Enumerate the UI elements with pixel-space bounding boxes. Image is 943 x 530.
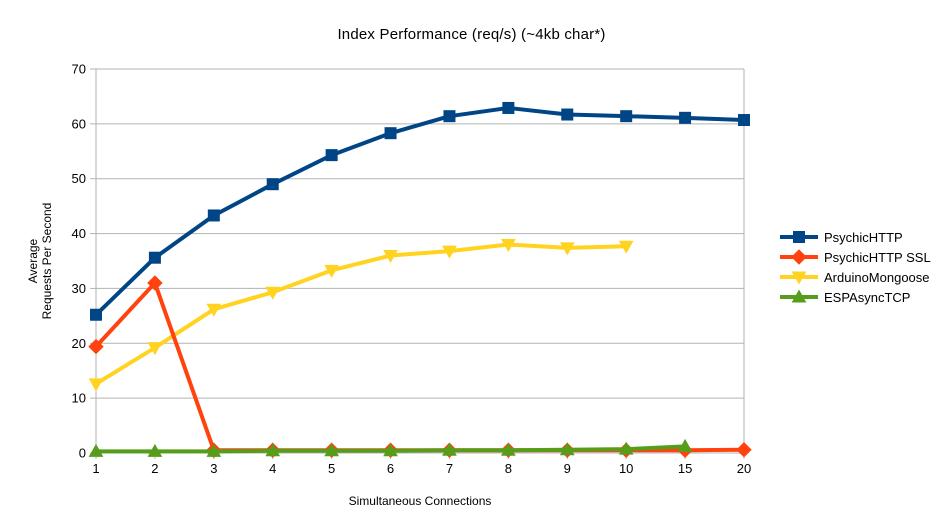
x-tick-label: 3 — [210, 461, 217, 476]
marker-square-psychichttp — [90, 308, 102, 321]
legend-key-diamond-icon — [780, 249, 818, 265]
x-tick-label: 9 — [564, 461, 571, 476]
legend-item-arduinomongoose: ArduinoMongoose — [779, 267, 931, 287]
marker-triangle-down-arduinomongoose — [383, 250, 398, 264]
marker-diamond-psychichttp-ssl — [736, 442, 752, 458]
marker-triangle-up-espasynctcp — [618, 441, 634, 455]
legend-marker-triangle-up — [791, 289, 807, 303]
legend-label: PsychicHTTP — [824, 229, 903, 245]
series-line-arduinomongoose — [94, 242, 629, 386]
marker-triangle-up-espasynctcp — [324, 443, 339, 457]
marker-triangle-up-espasynctcp — [559, 442, 575, 456]
legend-key-square-icon — [780, 231, 818, 243]
y-tick-label: 40 — [72, 226, 86, 241]
series-line-psychichttp — [94, 105, 746, 317]
series-line-psychichttp-ssl — [94, 280, 746, 453]
marker-triangle-up-espasynctcp — [677, 438, 693, 452]
marker-triangle-down-arduinomongoose — [501, 239, 516, 253]
marker-triangle-down-arduinomongoose — [442, 245, 457, 259]
y-tick-label: 0 — [79, 446, 86, 461]
chart-title: Index Performance (req/s) (~4kb char*) — [337, 26, 606, 43]
x-tick-label: 5 — [328, 461, 335, 476]
y-tick-label: 20 — [72, 336, 86, 351]
legend-label: ESPAsyncTCP — [824, 289, 911, 305]
marker-square-psychichttp — [384, 127, 397, 140]
x-tick-label: 20 — [737, 461, 751, 476]
marker-triangle-down-arduinomongoose — [618, 240, 634, 254]
marker-square-psychichttp — [620, 110, 633, 123]
x-tick-label: 10 — [619, 461, 633, 476]
x-tick-label: 4 — [269, 461, 276, 476]
marker-diamond-psychichttp-ssl — [88, 338, 104, 355]
marker-triangle-down-arduinomongoose — [265, 286, 281, 300]
legend-item-psychichttp-ssl: PsychicHTTP SSL — [779, 247, 931, 267]
marker-triangle-up-espasynctcp — [206, 443, 222, 457]
y-tick-label: 70 — [72, 62, 86, 77]
legend-item-espasynctcp: ESPAsyncTCP — [779, 287, 931, 307]
legend-marker-square — [793, 231, 805, 243]
marker-triangle-down-arduinomongoose — [206, 303, 222, 317]
marker-square-psychichttp — [266, 178, 279, 191]
marker-triangle-down-arduinomongoose — [324, 264, 339, 278]
y-tick-label: 60 — [72, 116, 86, 131]
legend-key-triangle-up-icon — [780, 289, 818, 303]
marker-square-psychichttp — [679, 111, 692, 124]
legend-marker-diamond — [791, 249, 807, 265]
y-tick-label: 30 — [72, 281, 86, 296]
x-axis-title: Simultaneous Connections — [348, 494, 492, 508]
x-tick-label: 7 — [446, 461, 453, 476]
x-tick-label: 1 — [92, 461, 99, 476]
marker-square-psychichttp — [443, 110, 456, 123]
marker-triangle-down-arduinomongoose — [88, 378, 104, 392]
marker-square-psychichttp — [502, 101, 515, 114]
marker-square-psychichttp — [148, 251, 161, 264]
x-tick-label: 6 — [387, 461, 394, 476]
marker-square-psychichttp — [738, 114, 750, 127]
x-tick-label: 15 — [678, 461, 692, 476]
legend: PsychicHTTP PsychicHTTP SSL ArduinoMongoos… — [779, 227, 931, 307]
marker-triangle-up-espasynctcp — [383, 443, 398, 457]
marker-triangle-down-arduinomongoose — [559, 242, 575, 256]
legend-marker-triangle-down — [791, 271, 807, 285]
x-tick-label: 8 — [505, 461, 512, 476]
marker-triangle-down-arduinomongoose — [147, 342, 163, 356]
marker-square-psychichttp — [325, 149, 338, 162]
legend-key-triangle-down-icon — [780, 271, 818, 285]
y-tick-label: 10 — [72, 391, 86, 406]
x-tick-label: 2 — [151, 461, 158, 476]
y-tick-label: 50 — [72, 171, 86, 186]
marker-square-psychichttp — [561, 108, 574, 121]
legend-label: PsychicHTTP SSL — [824, 249, 931, 265]
marker-square-psychichttp — [207, 209, 220, 222]
marker-triangle-up-espasynctcp — [265, 443, 281, 457]
legend-label: ArduinoMongoose — [824, 269, 930, 285]
marker-triangle-up-espasynctcp — [147, 443, 163, 457]
marker-triangle-up-espasynctcp — [442, 442, 457, 456]
legend-item-psychichttp: PsychicHTTP — [779, 227, 931, 247]
marker-diamond-psychichttp-ssl — [147, 275, 163, 291]
marker-triangle-up-espasynctcp — [501, 442, 516, 456]
marker-triangle-up-espasynctcp — [88, 443, 104, 457]
